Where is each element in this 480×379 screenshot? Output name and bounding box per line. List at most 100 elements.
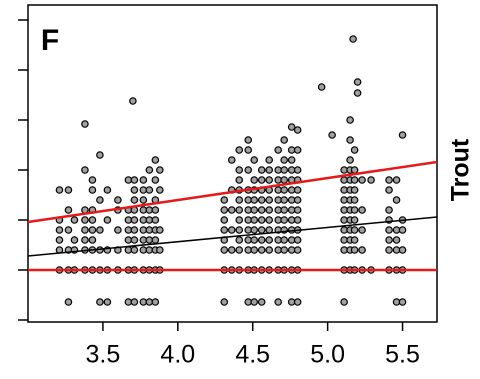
point [257, 298, 266, 306]
point [350, 196, 359, 204]
point [392, 236, 401, 244]
point [280, 216, 288, 224]
point [81, 216, 89, 224]
point [350, 176, 359, 184]
point [235, 146, 244, 154]
point [250, 176, 259, 184]
point [257, 196, 266, 204]
point [257, 246, 266, 254]
x-tick-label: 4.5 [235, 341, 270, 369]
point [88, 226, 97, 234]
point [385, 186, 393, 194]
point [64, 298, 73, 306]
point [340, 298, 348, 306]
point [64, 226, 73, 234]
point [293, 196, 302, 204]
point [130, 186, 139, 194]
point [257, 176, 266, 184]
point [130, 196, 139, 204]
x-tick-label: 3.5 [86, 341, 121, 369]
point [220, 196, 229, 204]
point [103, 298, 112, 306]
point [151, 206, 160, 214]
point [265, 196, 274, 204]
point [280, 196, 288, 204]
point [385, 176, 393, 184]
x-tick-label: 5.5 [385, 341, 420, 369]
plot-frame [27, 4, 438, 323]
point [250, 196, 259, 204]
y-axis-label: Trout [447, 138, 475, 201]
point [88, 186, 97, 194]
point [280, 136, 288, 144]
point [145, 186, 154, 194]
point [293, 186, 302, 194]
point [88, 176, 97, 184]
point [151, 236, 160, 244]
point [151, 176, 160, 184]
point [265, 156, 274, 164]
point [130, 298, 139, 306]
point [346, 156, 354, 164]
point [235, 196, 244, 204]
point [385, 246, 393, 254]
point [220, 226, 229, 234]
point [130, 246, 139, 254]
point [227, 246, 236, 254]
point [280, 156, 288, 164]
point [96, 298, 104, 306]
point [139, 176, 148, 184]
point [265, 216, 274, 224]
point [235, 166, 244, 174]
point [350, 216, 359, 224]
point [250, 236, 259, 244]
fit-line [27, 160, 438, 224]
point [55, 236, 64, 244]
point [130, 216, 139, 224]
point [280, 166, 288, 174]
point [220, 298, 229, 306]
point [398, 131, 407, 139]
point [235, 206, 244, 214]
x-tick-label: 5.0 [310, 341, 345, 369]
point [114, 196, 122, 204]
point [244, 136, 253, 144]
point [103, 216, 112, 224]
point [151, 216, 160, 224]
point [220, 216, 229, 224]
point [385, 236, 393, 244]
point [244, 166, 253, 174]
point [250, 216, 259, 224]
point [145, 166, 154, 174]
point [398, 226, 407, 234]
point [353, 78, 362, 86]
point [227, 226, 236, 234]
point [250, 246, 259, 254]
point [367, 176, 375, 184]
point [96, 196, 104, 204]
point [250, 206, 259, 214]
point [250, 226, 259, 234]
point [235, 236, 244, 244]
fit-line [27, 216, 438, 257]
point [287, 156, 296, 164]
point [280, 176, 288, 184]
point [156, 226, 164, 234]
point [350, 246, 359, 254]
point [293, 146, 302, 154]
point [130, 226, 139, 234]
point [280, 236, 288, 244]
point [129, 97, 137, 105]
point [385, 206, 393, 214]
point [220, 246, 229, 254]
point [280, 246, 288, 254]
point [274, 146, 282, 154]
point [55, 226, 64, 234]
point [328, 131, 336, 139]
point [293, 216, 302, 224]
point [280, 206, 288, 214]
point [398, 298, 407, 306]
point [358, 176, 366, 184]
